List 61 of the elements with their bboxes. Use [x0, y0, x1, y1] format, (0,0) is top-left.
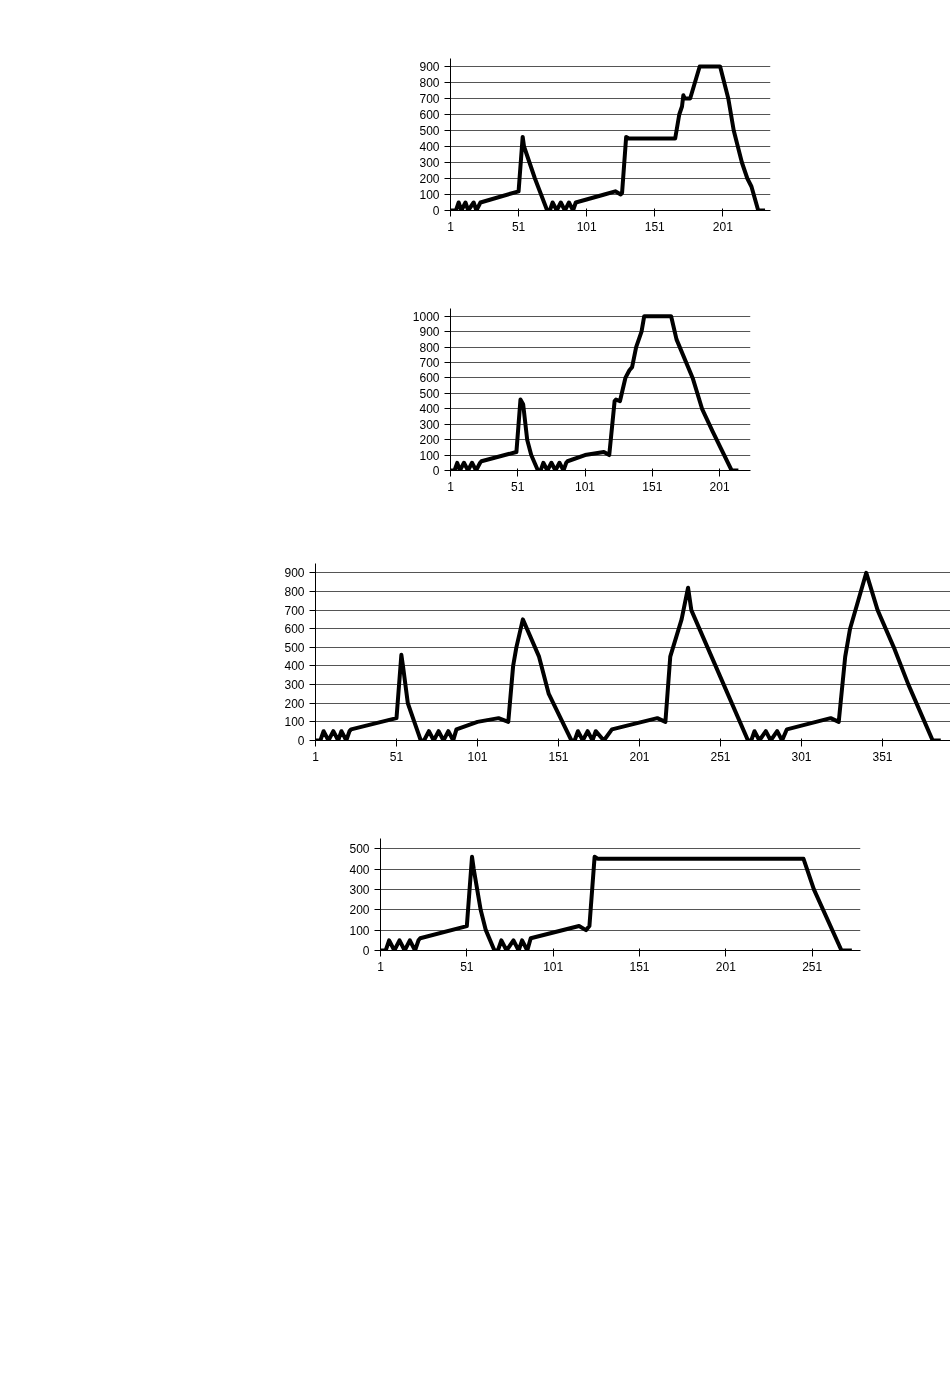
- y-tick-label: 200: [284, 696, 305, 711]
- y-tick-label: 0: [432, 464, 440, 478]
- y-tick-label: 500: [349, 842, 370, 857]
- y-tick-label: 500: [284, 640, 305, 655]
- x-tick-label: 51: [389, 749, 404, 764]
- y-tick-label: 100: [419, 188, 440, 202]
- x-tick-label: 201: [629, 749, 650, 764]
- y-tick-label: 0: [362, 944, 370, 958]
- x-tick-label: 251: [710, 749, 731, 764]
- x-tick-label: 101: [467, 749, 488, 764]
- y-tick-label: 800: [419, 76, 440, 90]
- x-tick-label: 201: [715, 959, 737, 974]
- x-tick-label: 1: [377, 959, 385, 974]
- x-tick-label: 101: [576, 219, 598, 234]
- y-tick-label: 200: [349, 903, 370, 918]
- x-tick-label: 101: [575, 479, 596, 494]
- x-tick-label: 251: [802, 959, 823, 974]
- y-tick-label: 700: [284, 603, 305, 618]
- y-tick-label: 600: [284, 622, 305, 637]
- y-tick-label: 400: [349, 862, 370, 877]
- y-tick-label: 400: [284, 659, 305, 674]
- y-tick-label: 300: [419, 156, 440, 170]
- y-tick-label: 0: [297, 734, 305, 748]
- y-tick-label: 900: [284, 566, 305, 581]
- x-tick-label: 1: [312, 749, 320, 764]
- y-tick-label: 700: [419, 92, 440, 106]
- x-tick-label: 151: [629, 959, 650, 974]
- y-tick-label: 500: [419, 124, 440, 138]
- y-tick-label: 200: [419, 433, 440, 448]
- x-tick-label: 301: [791, 749, 812, 764]
- x-tick-label: 51: [511, 479, 525, 494]
- y-tick-label: 1000: [412, 309, 440, 324]
- x-tick-label: 201: [712, 219, 734, 234]
- x-tick-label: 351: [872, 749, 893, 764]
- x-tick-label: 151: [548, 749, 569, 764]
- y-tick-label: 600: [419, 371, 440, 386]
- y-tick-label: 400: [419, 140, 440, 154]
- x-tick-label: 1: [447, 479, 455, 494]
- y-tick-label: 700: [419, 356, 440, 370]
- y-tick-label: 100: [284, 715, 305, 730]
- y-tick-label: 100: [349, 923, 370, 938]
- y-tick-label: 900: [419, 325, 440, 340]
- y-tick-label: 100: [419, 448, 440, 463]
- y-tick-label: 900: [419, 60, 440, 74]
- y-tick-label: 800: [419, 340, 440, 355]
- x-tick-label: 151: [642, 479, 663, 494]
- y-tick-label: 300: [284, 678, 305, 693]
- x-tick-label: 51: [460, 959, 474, 974]
- x-tick-label: 51: [511, 219, 526, 234]
- y-tick-label: 500: [419, 386, 440, 401]
- y-tick-label: 600: [419, 108, 440, 122]
- x-tick-label: 201: [709, 479, 730, 494]
- x-tick-label: 101: [543, 959, 564, 974]
- y-tick-label: 800: [284, 584, 305, 599]
- y-tick-label: 200: [419, 172, 440, 186]
- y-tick-label: 0: [432, 204, 440, 218]
- y-tick-label: 300: [419, 417, 440, 432]
- x-tick-label: 1: [447, 219, 455, 234]
- x-tick-label: 151: [644, 219, 666, 234]
- y-tick-label: 300: [349, 882, 370, 897]
- y-tick-label: 400: [419, 402, 440, 417]
